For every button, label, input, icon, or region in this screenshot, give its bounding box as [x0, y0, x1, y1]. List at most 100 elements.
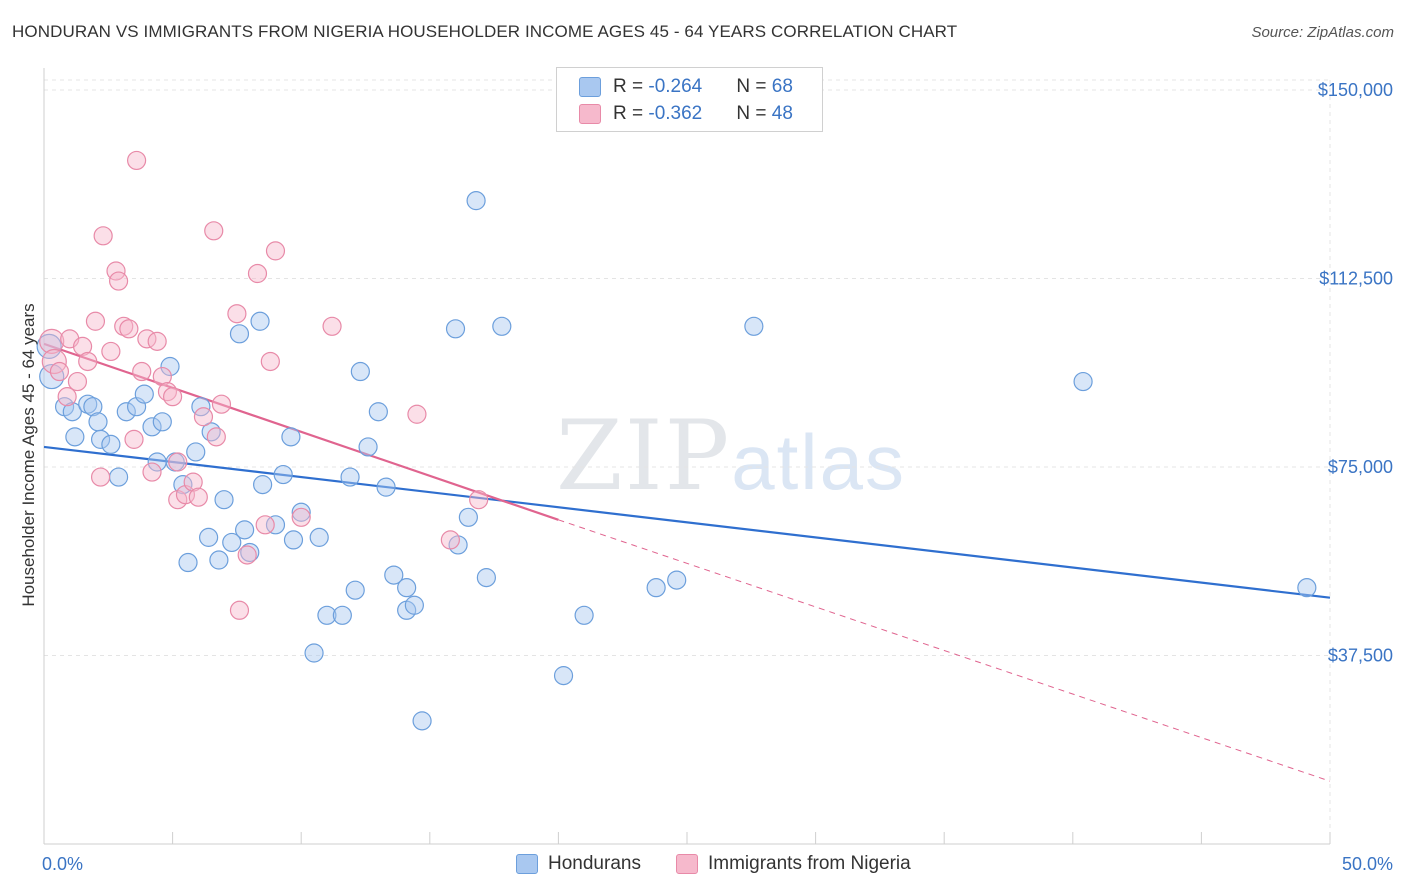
- nigeria-point: [183, 472, 203, 492]
- nigeria-point: [163, 387, 183, 407]
- honduran-point: [1297, 578, 1317, 598]
- nigeria-point: [204, 221, 224, 241]
- nigeria-point: [108, 271, 129, 291]
- nigeria-point: [41, 348, 67, 375]
- honduran-point: [116, 402, 136, 422]
- honduran-point: [466, 191, 486, 211]
- honduran-point: [332, 605, 352, 625]
- legend-r-label: R =: [613, 103, 649, 124]
- nigeria-point: [440, 530, 460, 550]
- honduran-point: [340, 467, 360, 487]
- nigeria-point: [265, 241, 286, 261]
- axes: [43, 68, 1331, 845]
- honduran-point: [209, 550, 229, 570]
- honduran-point: [368, 402, 388, 422]
- honduran-point: [492, 316, 512, 336]
- y-tick-label: $75,000: [1328, 457, 1393, 477]
- honduran-point: [404, 595, 424, 615]
- nigeria-trend-line: [43, 342, 559, 521]
- honduran-point: [476, 568, 496, 588]
- nigeria-point: [188, 487, 208, 507]
- nigeria-point: [114, 316, 134, 336]
- nigeria-point: [90, 467, 111, 487]
- honduran-point: [62, 402, 82, 422]
- honduran-point: [108, 467, 129, 487]
- honduran-point: [229, 324, 250, 344]
- honduran-point: [134, 384, 154, 404]
- honduran-point: [412, 711, 432, 731]
- honduran-point: [253, 475, 273, 495]
- nigeria-point: [67, 371, 88, 392]
- y-tick-label: $112,500: [1319, 269, 1393, 289]
- nigeria-point: [255, 515, 275, 535]
- nigeria-point: [39, 328, 65, 354]
- nigeria-point: [126, 150, 147, 171]
- grid-lines: [44, 79, 1331, 844]
- honduran-point: [78, 394, 98, 414]
- y-tick-label: $150,000: [1318, 80, 1393, 100]
- honduran-point: [744, 316, 764, 336]
- source-label: Source: ZipAtlas.com: [1251, 24, 1394, 41]
- honduran-point: [65, 427, 85, 447]
- honduran-point: [222, 532, 242, 553]
- bottom-legend-label: Immigrants from Nigeria: [708, 853, 911, 874]
- trend-lines: [43, 342, 1331, 782]
- nigeria-trend-extension: [558, 519, 1331, 782]
- nigeria-point: [147, 331, 167, 351]
- y-axis-label: Householder Income Ages 45 - 64 years: [19, 303, 38, 606]
- honduran-point: [142, 417, 162, 437]
- nigeria-point: [291, 507, 311, 527]
- bottom-legend-nigeria: Immigrants from Nigeria: [676, 850, 911, 878]
- legend-n-label: N =: [736, 76, 772, 97]
- legend-swatch-blue: [579, 77, 601, 97]
- bottom-legend-swatch-pink: [676, 854, 698, 874]
- honduran-point: [458, 507, 478, 527]
- nigeria-point: [152, 366, 172, 387]
- honduran-point: [358, 437, 378, 457]
- honduran-point: [90, 429, 111, 449]
- honduran-point: [283, 530, 304, 550]
- chart-title: HONDURAN VS IMMIGRANTS FROM NIGERIA HOUS…: [12, 22, 958, 41]
- nigeria-point: [124, 429, 144, 449]
- y-tick-label: $37,500: [1328, 646, 1393, 666]
- honduran-point: [265, 515, 286, 535]
- honduran-point: [291, 502, 311, 522]
- honduran-point: [240, 542, 260, 563]
- honduran-trend-line: [43, 445, 1331, 599]
- legend-n-label: N =: [736, 103, 772, 124]
- nigeria-point: [322, 316, 342, 336]
- honduran-point: [384, 565, 404, 585]
- stats-legend: R = -0.264 N = 68 R = -0.362 N = 48: [556, 67, 823, 132]
- honduran-point: [214, 490, 234, 510]
- nigeria-point: [168, 452, 188, 472]
- bottom-legend-hondurans: Hondurans: [516, 850, 641, 878]
- nigeria-point: [142, 462, 162, 482]
- nigeria-point: [469, 490, 489, 510]
- legend-r-label: R =: [613, 76, 649, 97]
- legend-n-value: 48: [771, 103, 793, 124]
- nigeria-point: [193, 407, 214, 427]
- honduran-point: [83, 397, 103, 417]
- honduran-point: [160, 356, 180, 377]
- honduran-point: [88, 412, 108, 432]
- honduran-point: [199, 527, 219, 547]
- honduran-point: [553, 666, 574, 686]
- watermark-zip: ZIP: [556, 400, 732, 512]
- bottom-legend-swatch-blue: [516, 854, 538, 874]
- honduran-point: [397, 578, 417, 598]
- watermark: ZIPatlas: [556, 400, 906, 512]
- nigeria-point: [247, 263, 268, 284]
- honduran-point: [350, 361, 370, 382]
- x-tick-label-max: 50.0%: [1342, 854, 1393, 874]
- honduran-point: [445, 319, 466, 339]
- nigeria-point: [93, 226, 113, 246]
- nigeria-point: [57, 387, 77, 407]
- nigeria-point: [78, 351, 98, 372]
- watermark-atlas: atlas: [731, 418, 906, 506]
- data-points: [36, 150, 1317, 731]
- honduran-point: [178, 552, 198, 573]
- nigeria-point: [101, 341, 121, 362]
- legend-row-nigeria: R = -0.362 N = 48: [579, 101, 793, 127]
- nigeria-point: [132, 361, 152, 382]
